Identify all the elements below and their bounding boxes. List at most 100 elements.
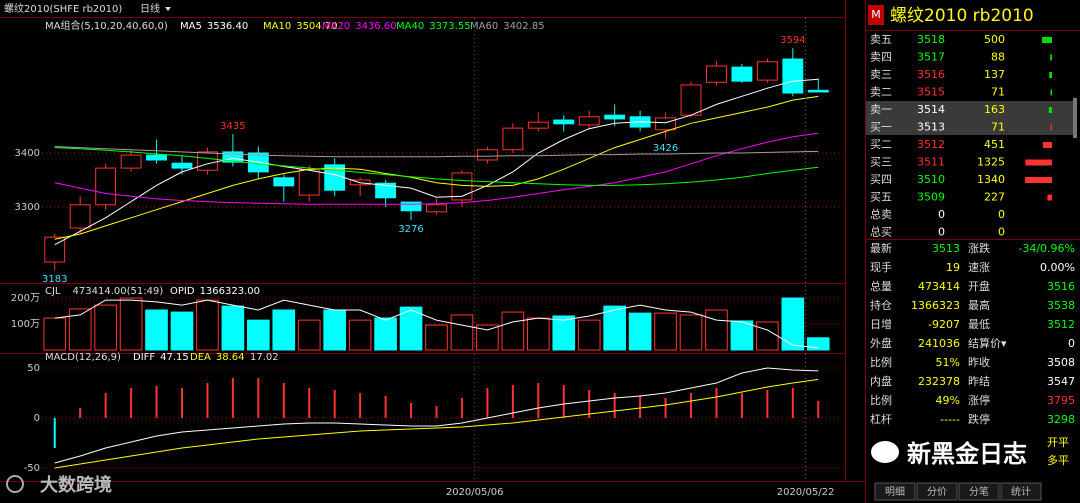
legend-entry: MA60 3402.85 [470,21,545,32]
quote-value: 0.00% [1040,261,1075,274]
y-tick-label: 200万 [11,293,40,304]
order-volume: 500 [984,33,1005,46]
volume-bar [476,324,499,351]
candle-body [400,201,422,212]
volume-bar [348,319,372,351]
order-volume: 1340 [977,173,1005,186]
volume-bar [272,309,296,351]
order-volume-bar [1047,194,1052,201]
quote-value: 51% [936,356,960,369]
volume-bar [221,305,245,351]
candle-body [171,162,193,169]
order-price: 0 [938,208,945,221]
badge: M [871,8,881,21]
volume-bar [297,319,321,351]
quote-value: -34/0.96% [1018,242,1075,255]
contract-title: 螺纹2010 rb2010 [890,6,1034,26]
order-label: 买四 [870,173,892,186]
candle-body [44,236,66,263]
legend-value: 3402.85 [503,21,544,32]
volume-bar [43,317,67,351]
volume-bar [68,308,92,351]
indicator-title: MA组合(5,10,20,40,60,0) [45,19,168,32]
quote-label: 持仓 [870,298,892,312]
quote-value: 49% [936,394,960,407]
order-volume-bar [1050,124,1052,131]
quote-label: 昨收 [968,355,990,369]
order-label: 卖二 [870,86,892,99]
price-annotation: 3276 [398,224,423,235]
candle-body [197,151,218,171]
volume-bar [806,337,830,351]
candle-body [375,182,397,199]
volume-bar [654,312,677,351]
quote-value: 473414 [918,280,960,293]
legend-value: 47.15 [160,352,189,363]
order-volume: 451 [984,138,1005,151]
candle-body [502,127,524,151]
tab[interactable] [874,482,916,501]
candle-body [731,66,753,82]
indicator-name: CJL [45,286,61,297]
volume-bar [196,299,219,351]
order-label: 卖五 [870,33,892,46]
volume-bar [756,321,779,351]
quote-label: 开盘 [968,279,990,293]
quote-value: 232378 [918,375,960,388]
period-selector[interactable]: 日线 [140,2,160,15]
candle-body [706,65,727,83]
candle-body [782,58,804,94]
legend-name: MA10 [263,21,291,32]
volume-bar [399,306,423,351]
indicator-value: 473414.00(51:49) [73,286,164,297]
quote-label: 涨停 [968,393,990,407]
tab[interactable] [1000,482,1042,501]
legend-name: MA60 [470,21,498,32]
quote-label: 涨跌 [968,241,990,255]
watermark-logo [6,475,24,493]
order-price: 3511 [917,156,945,169]
volume-bar [170,311,194,351]
volume-bar [781,297,805,351]
order-price: 0 [938,226,945,239]
candle-body [807,89,829,93]
indicator-line [54,146,819,158]
order-volume-bar [1050,89,1052,96]
tab[interactable] [958,482,1000,501]
candle-body [298,169,320,196]
dropdown-arrow[interactable] [165,7,171,11]
order-volume: 137 [984,68,1005,81]
quote-label: 内盘 [870,374,892,388]
quote-label: 外盘 [870,336,892,350]
quote-value: 241036 [918,337,960,350]
tab-label[interactable]: 明细 [885,485,905,498]
legend-entry: OPID 1366323.00 [170,286,260,297]
quote-label: 最低 [968,318,990,331]
tab-label[interactable]: 统计 [1011,485,1031,498]
volume-bar [628,312,652,351]
quote-value: 3512 [1047,318,1075,331]
order-price: 3514 [917,103,945,116]
order-price: 3513 [917,121,945,134]
row-highlight [866,101,1076,118]
scrollbar [1073,98,1077,138]
legend-entry: MA10 3504.70 [263,21,338,32]
order-label: 买五 [870,191,892,204]
candle-body [273,177,295,187]
indicator-title: MACD(12,26,9) [45,352,121,363]
tab-label[interactable]: 分笔 [969,485,989,498]
order-label: 买三 [870,156,892,169]
order-label: 买二 [870,138,892,151]
quote-label: 杠杆 [870,412,892,426]
legend-value: 3536.40 [207,21,248,32]
tab[interactable] [916,482,958,501]
y-tick-label: 50 [27,363,40,374]
tab-label[interactable]: 分价 [927,486,947,498]
legend-value: 1366323.00 [200,286,260,297]
order-price: 3512 [917,138,945,151]
volume-bar [603,305,626,351]
watermark: 大数跨境 [40,474,112,496]
indicator-value: 17.02 [250,352,279,363]
volume-bar [247,319,270,351]
